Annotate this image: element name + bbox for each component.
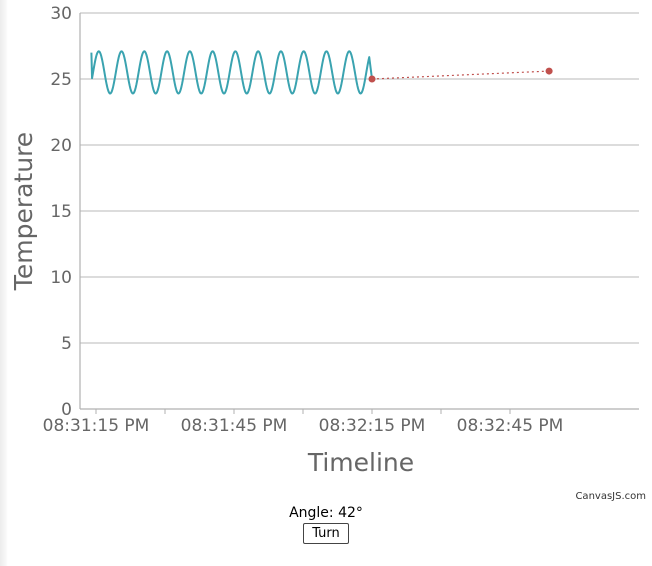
y-tick-label: 20 [50,136,72,156]
tick-labels: 0 5 10 15 20 25 30 08:31:15 PM 08:31:45 PM 08:32:… [43,4,564,436]
x-tick-label: 08:32:45 PM [457,416,564,436]
page-edge [0,0,8,566]
y-tick-label: 5 [61,334,72,354]
data-point-marker [545,67,553,75]
x-tick-label: 08:31:45 PM [181,416,288,436]
angle-readout: Angle: 42° [289,505,363,521]
controls-panel: Angle: 42° Turn [0,505,652,544]
axes [79,13,639,414]
data-point-marker [368,75,376,83]
y-tick-label: 0 [61,400,72,420]
line-chart: 0 5 10 15 20 25 30 08:31:15 PM 08:31:45 PM 08:32:… [9,4,639,477]
canvasjs-credit[interactable]: CanvasJS.com [575,491,646,502]
y-tick-label: 30 [50,4,72,24]
y-tick-label: 10 [50,268,72,288]
y-tick-label: 25 [50,70,72,90]
x-tick-label: 08:31:15 PM [43,416,150,436]
x-axis-title: Timeline [307,448,414,477]
x-tick-label: 08:32:15 PM [319,416,426,436]
turn-button[interactable]: Turn [303,523,349,544]
plot-area [90,50,553,95]
series-line-temperature [90,50,373,95]
series-line-dotted [371,70,550,80]
y-axis-title: Temperature [9,132,38,291]
y-tick-label: 15 [50,202,72,222]
